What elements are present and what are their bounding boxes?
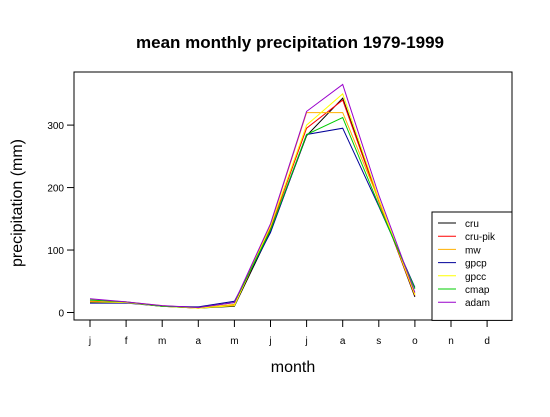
- x-tick-label: f: [125, 336, 128, 347]
- x-tick-label: a: [196, 336, 202, 347]
- plot-frame: [73, 71, 513, 321]
- y-tick-label: 300: [47, 121, 64, 132]
- legend-label-cmap: cmap: [465, 285, 490, 296]
- x-tick-label: a: [340, 336, 346, 347]
- x-tick-label: j: [268, 336, 271, 347]
- series-line-mw: [89, 112, 416, 309]
- x-tick-label: n: [448, 336, 454, 347]
- x-tick-label: m: [230, 336, 238, 347]
- x-tick-label: o: [412, 336, 418, 347]
- legend-label-gpcp: gpcp: [465, 259, 487, 270]
- x-tick-label: m: [158, 336, 166, 347]
- legend-label-cru-pik: cru-pik: [465, 232, 496, 243]
- series-line-cru-pik: [89, 99, 416, 309]
- x-tick-label: s: [376, 336, 381, 347]
- y-tick-label: 200: [47, 184, 64, 195]
- axes: j f m a m j j a s o n d 0 100 200 300: [47, 121, 490, 347]
- legend-label-adam: adam: [465, 298, 490, 309]
- legend-label-gpcc: gpcc: [465, 272, 486, 283]
- legend: cru cru-pik mw gpcp gpcc cmap adam: [431, 211, 513, 321]
- legend-label-cru: cru: [465, 219, 479, 230]
- series-line-gpcc: [89, 93, 416, 309]
- y-tick-label: 0: [58, 309, 64, 320]
- series-line-adam: [89, 83, 416, 309]
- series-line-cmap: [89, 116, 416, 309]
- series-lines: [89, 83, 416, 309]
- x-tick-label: j: [88, 336, 91, 347]
- x-tick-label: j: [304, 336, 307, 347]
- legend-label-mw: mw: [465, 245, 481, 256]
- y-axis-label: precipitation (mm): [9, 139, 26, 267]
- x-tick-label: d: [484, 336, 490, 347]
- chart-title: mean monthly precipitation 1979-1999: [136, 33, 444, 52]
- x-axis-label: month: [271, 359, 315, 376]
- y-tick-label: 100: [47, 246, 64, 257]
- series-line-cru: [90, 97, 416, 309]
